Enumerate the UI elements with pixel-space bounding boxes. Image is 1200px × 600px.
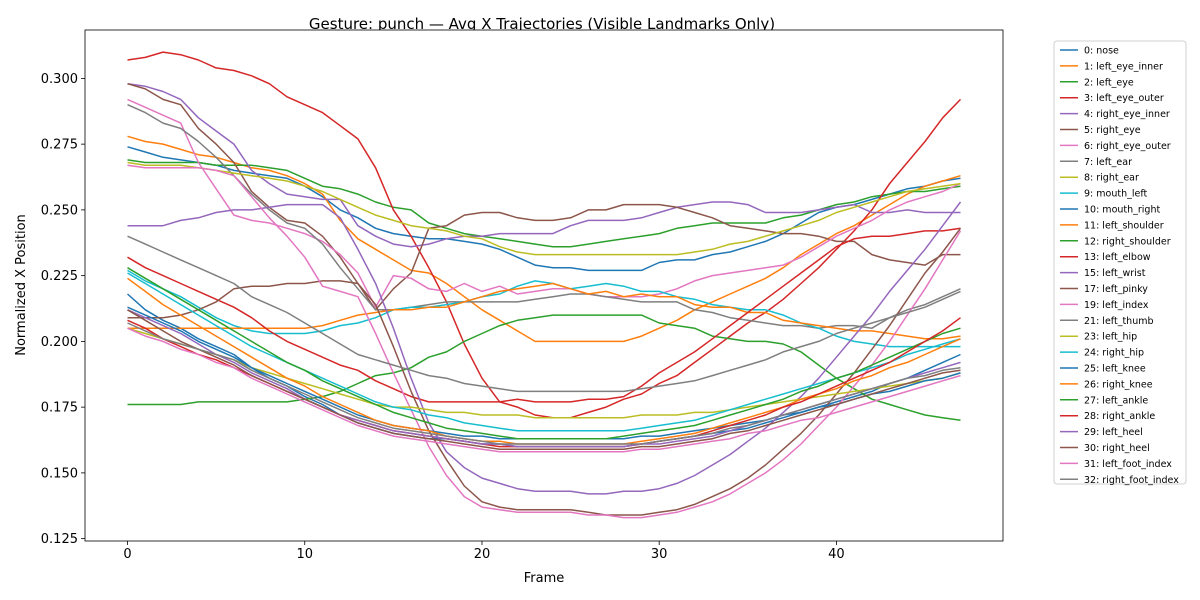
x-tick-label-1: 10 [296,547,313,562]
series-line-15 [127,227,962,516]
plot-area [84,29,1004,542]
legend-label-26: 31: left_foot_index [1084,459,1172,470]
legend-label-3: 3: left_eye_outer [1084,93,1164,104]
chart-title: Gesture: punch — Avg X Trajectories (Vis… [309,15,775,33]
series-layer [127,51,962,519]
y-tick-label-4: 0.225 [41,269,78,284]
legend-label-2: 2: left_eye [1084,77,1134,88]
legend-label-14: 15: left_wrist [1084,268,1146,279]
legend-label-16: 19: left_index [1084,300,1149,311]
legend-label-9: 9: mouth_left [1084,189,1148,200]
legend-label-18: 23: left_hip [1084,332,1137,343]
y-tick-label-0: 0.125 [41,532,78,547]
series-line-16 [127,164,962,519]
series-line-0 [127,146,961,272]
series-line-4 [127,82,961,248]
x-axis: 0 10 20 30 40 [123,541,845,562]
series-line-17 [127,235,961,393]
legend-label-1: 1: left_eye_inner [1084,61,1163,72]
series-line-27 [127,322,961,445]
series-line-14 [127,201,962,495]
series-line-3 [127,51,962,419]
y-axis: 0.125 0.150 0.175 0.200 0.225 0.250 0.275 0.300 [41,72,85,547]
y-tick-label-3: 0.200 [41,335,78,350]
legend-label-15: 17: left_pinky [1084,284,1148,295]
legend-label-7: 7: left_ear [1084,157,1132,168]
y-tick-label-1: 0.150 [41,466,78,481]
legend-label-8: 8: right_ear [1084,173,1139,184]
series-line-25 [127,309,961,450]
y-tick-label-7: 0.300 [41,72,78,87]
legend-entries: 0: nose 1: left_eye_inner 2: left_eye 3: le… [1060,46,1179,486]
x-tick-label-4: 40 [828,547,845,562]
legend-label-13: 13: left_elbow [1084,252,1151,263]
legend-label-23: 28: right_ankle [1084,411,1155,422]
series-line-1 [127,135,961,343]
legend-label-12: 12: right_shoulder [1084,236,1171,247]
series-line-13 [127,227,961,403]
series-line-22 [127,267,961,440]
legend-label-20: 25: left_knee [1084,364,1146,375]
series-line-5 [127,82,961,311]
axes-frame [84,29,1004,542]
series-line-26 [127,327,961,453]
legend-label-17: 21: left_thumb [1084,316,1154,327]
legend-label-27: 32: right_foot_index [1084,475,1179,486]
series-line-6 [127,98,961,308]
legend-label-25: 30: right_heel [1084,443,1150,454]
legend-label-5: 5: right_eye [1084,125,1141,136]
legend-label-24: 29: left_heel [1084,427,1143,438]
legend-label-10: 10: mouth_right [1084,205,1160,216]
series-line-9 [127,269,961,348]
legend-label-4: 4: right_eye_inner [1084,109,1170,120]
legend-label-21: 26: right_knee [1084,379,1153,390]
x-tick-label-2: 20 [474,547,491,562]
legend-label-22: 27: left_ankle [1084,395,1148,406]
x-tick-label-3: 30 [651,547,668,562]
legend-label-6: 6: right_eye_outer [1084,141,1171,152]
y-axis-label: Normalized X Position [14,214,29,356]
legend-label-11: 11: left_shoulder [1084,220,1164,231]
series-line-8 [127,161,961,256]
x-tick-label-0: 0 [123,547,131,562]
legend-label-0: 0: nose [1084,46,1119,57]
y-tick-label-6: 0.275 [41,138,78,153]
x-axis-label: Frame [524,571,565,586]
series-line-19 [127,272,961,432]
y-tick-label-2: 0.175 [41,401,78,416]
series-line-18 [127,327,961,419]
legend: 0: nose 1: left_eye_inner 2: left_eye 3: le… [1053,40,1187,486]
y-tick-label-5: 0.250 [41,203,78,218]
series-line-12 [127,314,961,422]
legend-label-19: 24: right_hip [1084,348,1144,359]
legend-box [1053,40,1187,485]
